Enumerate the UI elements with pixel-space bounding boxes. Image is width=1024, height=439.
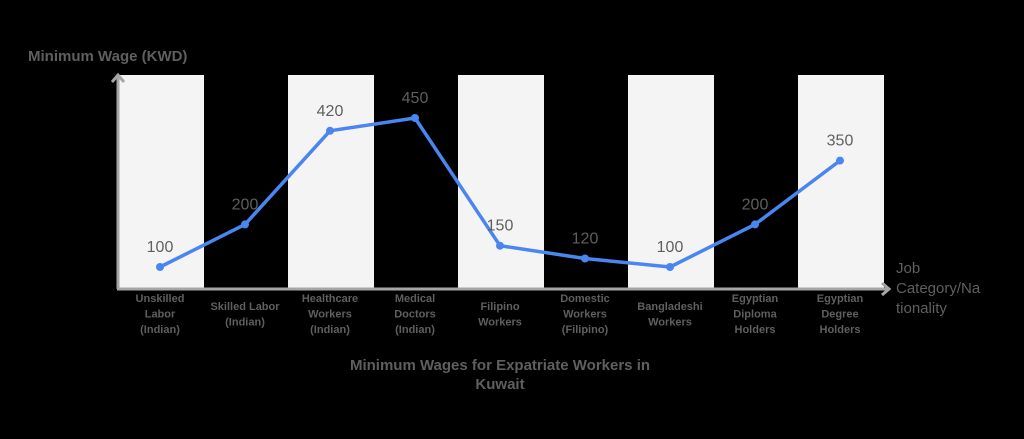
x-axis-arrow-icon bbox=[881, 281, 892, 297]
chart-title-line: Minimum Wages for Expatriate Workers in bbox=[350, 357, 650, 374]
x-category-label: Workers bbox=[478, 317, 522, 329]
data-label: 100 bbox=[147, 239, 174, 256]
data-point[interactable] bbox=[411, 114, 419, 122]
data-label: 120 bbox=[572, 231, 599, 248]
data-point[interactable] bbox=[326, 126, 334, 135]
x-category-label: Egyptian bbox=[732, 293, 779, 305]
x-category-label: Skilled Labor bbox=[210, 301, 280, 313]
data-point[interactable] bbox=[496, 241, 504, 250]
y-axis-arrow-icon bbox=[110, 72, 126, 83]
band bbox=[458, 75, 544, 288]
data-label: 100 bbox=[657, 239, 684, 256]
chart-title: Minimum Wages for Expatriate Workers in K… bbox=[350, 357, 650, 393]
chart-title-line: Kuwait bbox=[475, 376, 524, 393]
x-category-label: Labor bbox=[145, 309, 176, 321]
y-axis-title: Minimum Wage (KWD) bbox=[28, 48, 187, 65]
x-category-label: Filipino bbox=[480, 301, 519, 313]
x-category-label: (Indian) bbox=[140, 324, 180, 336]
data-point[interactable] bbox=[241, 220, 249, 229]
x-category-label: Egyptian bbox=[817, 293, 864, 305]
x-category-label: Unskilled bbox=[136, 293, 185, 305]
data-label: 200 bbox=[742, 196, 769, 213]
x-axis-title: Job Category/Na tionality bbox=[896, 260, 981, 317]
x-axis-title-line: Category/Na bbox=[896, 280, 981, 297]
alternating-bands bbox=[118, 75, 884, 288]
data-label: 420 bbox=[317, 103, 344, 120]
x-category-label: (Indian) bbox=[310, 324, 350, 336]
x-category-label: Degree bbox=[821, 309, 858, 321]
x-category-label: Holders bbox=[735, 324, 776, 336]
data-point[interactable] bbox=[156, 263, 164, 271]
data-label: 450 bbox=[402, 90, 429, 107]
x-axis-title-line: tionality bbox=[896, 300, 947, 317]
axes bbox=[110, 72, 892, 297]
x-category-label: Doctors bbox=[394, 309, 436, 321]
x-category-label: Medical bbox=[395, 293, 435, 305]
data-point[interactable] bbox=[666, 263, 674, 271]
x-axis-categories: Unskilled Labor (Indian) Skilled Labor (Indi… bbox=[136, 293, 864, 336]
x-category-label: (Indian) bbox=[395, 324, 435, 336]
x-category-label: Workers bbox=[648, 317, 692, 329]
data-point[interactable] bbox=[581, 254, 589, 263]
data-labels: 100 200 420 450 150 120 100 200 350 bbox=[147, 90, 854, 256]
data-point[interactable] bbox=[836, 156, 844, 165]
x-category-label: Workers bbox=[308, 309, 352, 321]
x-category-label: Bangladeshi bbox=[637, 301, 702, 313]
x-category-label: (Indian) bbox=[225, 317, 265, 329]
x-category-label: (Filipino) bbox=[562, 324, 609, 336]
band bbox=[288, 75, 374, 288]
x-axis-title-line: Job bbox=[896, 260, 920, 277]
data-point[interactable] bbox=[751, 220, 759, 229]
data-label: 200 bbox=[232, 196, 259, 213]
x-category-label: Domestic bbox=[560, 293, 610, 305]
series-line bbox=[156, 114, 844, 271]
band bbox=[628, 75, 714, 288]
x-category-label: Healthcare bbox=[302, 293, 358, 305]
data-label: 150 bbox=[487, 218, 514, 235]
x-category-label: Workers bbox=[563, 309, 607, 321]
x-category-label: Holders bbox=[820, 324, 861, 336]
x-category-label: Diploma bbox=[733, 309, 777, 321]
band bbox=[118, 75, 204, 288]
data-label: 350 bbox=[827, 133, 854, 150]
